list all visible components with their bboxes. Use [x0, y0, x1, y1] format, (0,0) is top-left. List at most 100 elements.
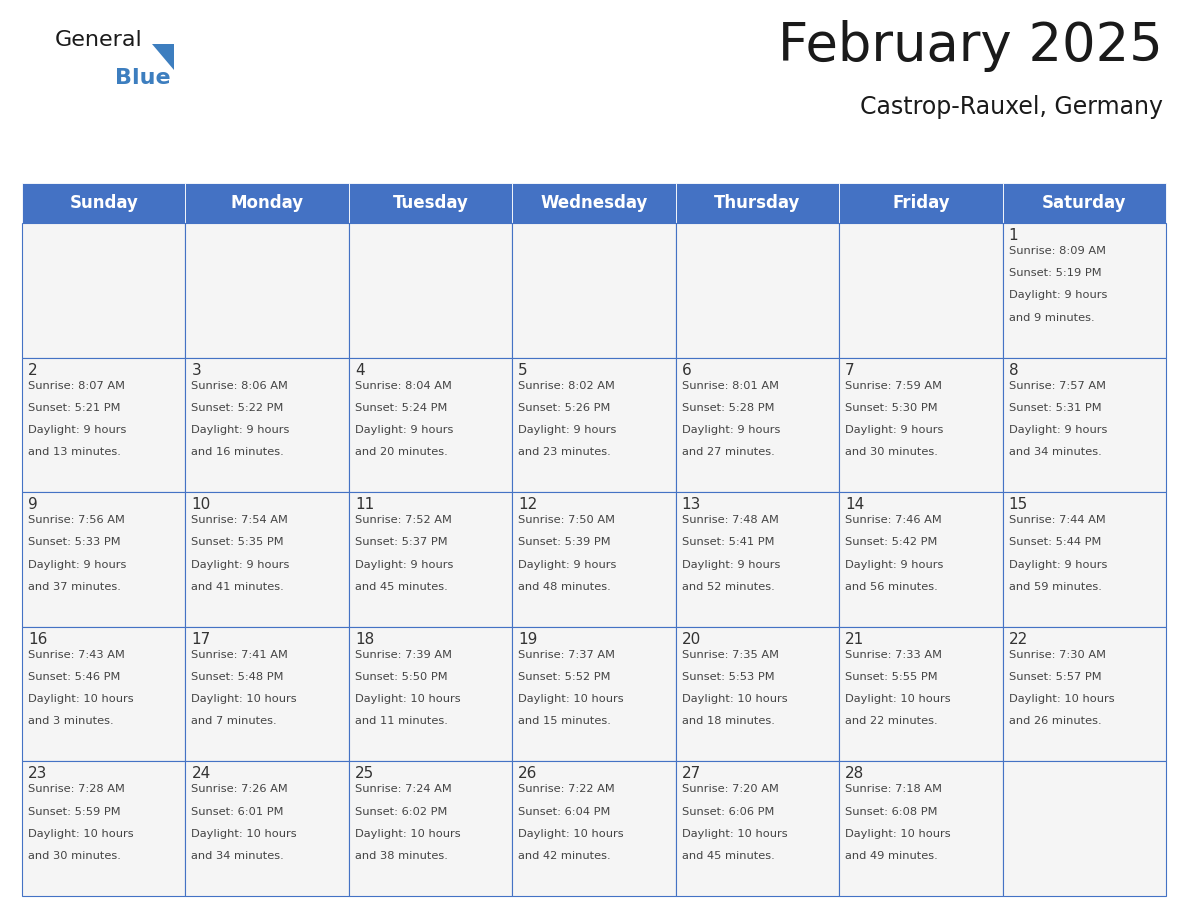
Text: Sunset: 5:48 PM: Sunset: 5:48 PM: [191, 672, 284, 682]
Text: and 3 minutes.: and 3 minutes.: [29, 716, 114, 726]
Text: Daylight: 9 hours: Daylight: 9 hours: [682, 425, 781, 435]
Text: Sunrise: 7:30 AM: Sunrise: 7:30 AM: [1009, 650, 1106, 660]
Text: 4: 4: [355, 363, 365, 377]
Text: Sunrise: 7:57 AM: Sunrise: 7:57 AM: [1009, 381, 1106, 390]
Text: Tuesday: Tuesday: [392, 194, 468, 212]
Text: and 23 minutes.: and 23 minutes.: [518, 447, 611, 457]
Text: and 15 minutes.: and 15 minutes.: [518, 716, 611, 726]
Text: Sunrise: 7:46 AM: Sunrise: 7:46 AM: [845, 515, 942, 525]
Text: and 38 minutes.: and 38 minutes.: [355, 851, 448, 861]
Text: 5: 5: [518, 363, 527, 377]
Text: Saturday: Saturday: [1042, 194, 1126, 212]
Text: Daylight: 9 hours: Daylight: 9 hours: [845, 560, 943, 569]
Text: and 34 minutes.: and 34 minutes.: [1009, 447, 1101, 457]
Text: Daylight: 10 hours: Daylight: 10 hours: [682, 694, 788, 704]
Text: 25: 25: [355, 767, 374, 781]
Text: and 49 minutes.: and 49 minutes.: [845, 851, 937, 861]
Text: Daylight: 10 hours: Daylight: 10 hours: [191, 694, 297, 704]
Text: Sunset: 5:30 PM: Sunset: 5:30 PM: [845, 403, 937, 413]
Text: 10: 10: [191, 498, 210, 512]
Text: and 27 minutes.: and 27 minutes.: [682, 447, 775, 457]
Text: Wednesday: Wednesday: [541, 194, 647, 212]
Text: Daylight: 10 hours: Daylight: 10 hours: [1009, 694, 1114, 704]
Text: Sunset: 6:02 PM: Sunset: 6:02 PM: [355, 807, 447, 817]
Text: and 41 minutes.: and 41 minutes.: [191, 582, 284, 592]
Text: 2: 2: [29, 363, 38, 377]
Text: Sunset: 5:46 PM: Sunset: 5:46 PM: [29, 672, 120, 682]
Text: Sunrise: 7:20 AM: Sunrise: 7:20 AM: [682, 784, 778, 794]
Text: Sunrise: 7:41 AM: Sunrise: 7:41 AM: [191, 650, 289, 660]
Text: Daylight: 10 hours: Daylight: 10 hours: [29, 694, 133, 704]
Text: Daylight: 9 hours: Daylight: 9 hours: [1009, 560, 1107, 569]
Text: Sunrise: 7:26 AM: Sunrise: 7:26 AM: [191, 784, 289, 794]
Text: 11: 11: [355, 498, 374, 512]
Text: 15: 15: [1009, 498, 1028, 512]
Text: Daylight: 9 hours: Daylight: 9 hours: [682, 560, 781, 569]
Text: 24: 24: [191, 767, 210, 781]
Text: Daylight: 10 hours: Daylight: 10 hours: [191, 829, 297, 839]
Text: and 30 minutes.: and 30 minutes.: [29, 851, 121, 861]
Text: Thursday: Thursday: [714, 194, 801, 212]
Text: Daylight: 9 hours: Daylight: 9 hours: [355, 560, 454, 569]
Text: 17: 17: [191, 632, 210, 647]
Text: February 2025: February 2025: [778, 20, 1163, 72]
Text: 21: 21: [845, 632, 865, 647]
Text: Sunset: 5:37 PM: Sunset: 5:37 PM: [355, 537, 448, 547]
Text: Sunrise: 7:35 AM: Sunrise: 7:35 AM: [682, 650, 778, 660]
Text: and 11 minutes.: and 11 minutes.: [355, 716, 448, 726]
Text: Sunset: 5:21 PM: Sunset: 5:21 PM: [29, 403, 120, 413]
Text: Sunset: 5:42 PM: Sunset: 5:42 PM: [845, 537, 937, 547]
Text: Sunset: 5:19 PM: Sunset: 5:19 PM: [1009, 268, 1101, 278]
Text: Sunset: 5:31 PM: Sunset: 5:31 PM: [1009, 403, 1101, 413]
Text: 13: 13: [682, 498, 701, 512]
Text: Daylight: 9 hours: Daylight: 9 hours: [355, 425, 454, 435]
Text: Daylight: 10 hours: Daylight: 10 hours: [518, 694, 624, 704]
Text: and 18 minutes.: and 18 minutes.: [682, 716, 775, 726]
Text: Daylight: 10 hours: Daylight: 10 hours: [355, 829, 461, 839]
Text: Monday: Monday: [230, 194, 304, 212]
Text: Sunrise: 7:50 AM: Sunrise: 7:50 AM: [518, 515, 615, 525]
Text: Sunrise: 7:48 AM: Sunrise: 7:48 AM: [682, 515, 778, 525]
Text: Sunrise: 8:02 AM: Sunrise: 8:02 AM: [518, 381, 615, 390]
Text: Daylight: 10 hours: Daylight: 10 hours: [29, 829, 133, 839]
Text: Daylight: 9 hours: Daylight: 9 hours: [191, 560, 290, 569]
Text: Sunset: 5:22 PM: Sunset: 5:22 PM: [191, 403, 284, 413]
Text: Daylight: 10 hours: Daylight: 10 hours: [845, 694, 950, 704]
Text: Sunrise: 7:37 AM: Sunrise: 7:37 AM: [518, 650, 615, 660]
Text: Blue: Blue: [115, 68, 171, 88]
Text: Sunset: 5:52 PM: Sunset: 5:52 PM: [518, 672, 611, 682]
Text: Daylight: 9 hours: Daylight: 9 hours: [29, 425, 126, 435]
Text: Sunset: 6:06 PM: Sunset: 6:06 PM: [682, 807, 775, 817]
Text: 20: 20: [682, 632, 701, 647]
Text: Sunrise: 8:09 AM: Sunrise: 8:09 AM: [1009, 246, 1106, 256]
Text: 28: 28: [845, 767, 865, 781]
Text: Sunrise: 8:06 AM: Sunrise: 8:06 AM: [191, 381, 289, 390]
Text: Sunrise: 7:44 AM: Sunrise: 7:44 AM: [1009, 515, 1105, 525]
Text: Sunset: 5:59 PM: Sunset: 5:59 PM: [29, 807, 121, 817]
Text: Sunrise: 8:01 AM: Sunrise: 8:01 AM: [682, 381, 778, 390]
Text: Sunrise: 7:54 AM: Sunrise: 7:54 AM: [191, 515, 289, 525]
Text: and 16 minutes.: and 16 minutes.: [191, 447, 284, 457]
Text: Sunrise: 7:52 AM: Sunrise: 7:52 AM: [355, 515, 451, 525]
Text: 14: 14: [845, 498, 865, 512]
Text: and 20 minutes.: and 20 minutes.: [355, 447, 448, 457]
Text: Sunset: 5:33 PM: Sunset: 5:33 PM: [29, 537, 121, 547]
Text: Daylight: 10 hours: Daylight: 10 hours: [682, 829, 788, 839]
Text: 6: 6: [682, 363, 691, 377]
Text: Sunset: 5:57 PM: Sunset: 5:57 PM: [1009, 672, 1101, 682]
Text: Sunrise: 7:28 AM: Sunrise: 7:28 AM: [29, 784, 125, 794]
Text: Sunset: 5:41 PM: Sunset: 5:41 PM: [682, 537, 775, 547]
Text: and 26 minutes.: and 26 minutes.: [1009, 716, 1101, 726]
Text: Sunrise: 7:59 AM: Sunrise: 7:59 AM: [845, 381, 942, 390]
Text: Daylight: 9 hours: Daylight: 9 hours: [191, 425, 290, 435]
Text: Sunset: 5:50 PM: Sunset: 5:50 PM: [355, 672, 448, 682]
Text: General: General: [55, 30, 143, 50]
Text: and 13 minutes.: and 13 minutes.: [29, 447, 121, 457]
Text: Sunrise: 8:04 AM: Sunrise: 8:04 AM: [355, 381, 451, 390]
Text: and 45 minutes.: and 45 minutes.: [682, 851, 775, 861]
Text: Sunset: 5:44 PM: Sunset: 5:44 PM: [1009, 537, 1101, 547]
Text: Sunset: 5:28 PM: Sunset: 5:28 PM: [682, 403, 775, 413]
Text: 27: 27: [682, 767, 701, 781]
Text: Sunset: 6:04 PM: Sunset: 6:04 PM: [518, 807, 611, 817]
Text: and 34 minutes.: and 34 minutes.: [191, 851, 284, 861]
